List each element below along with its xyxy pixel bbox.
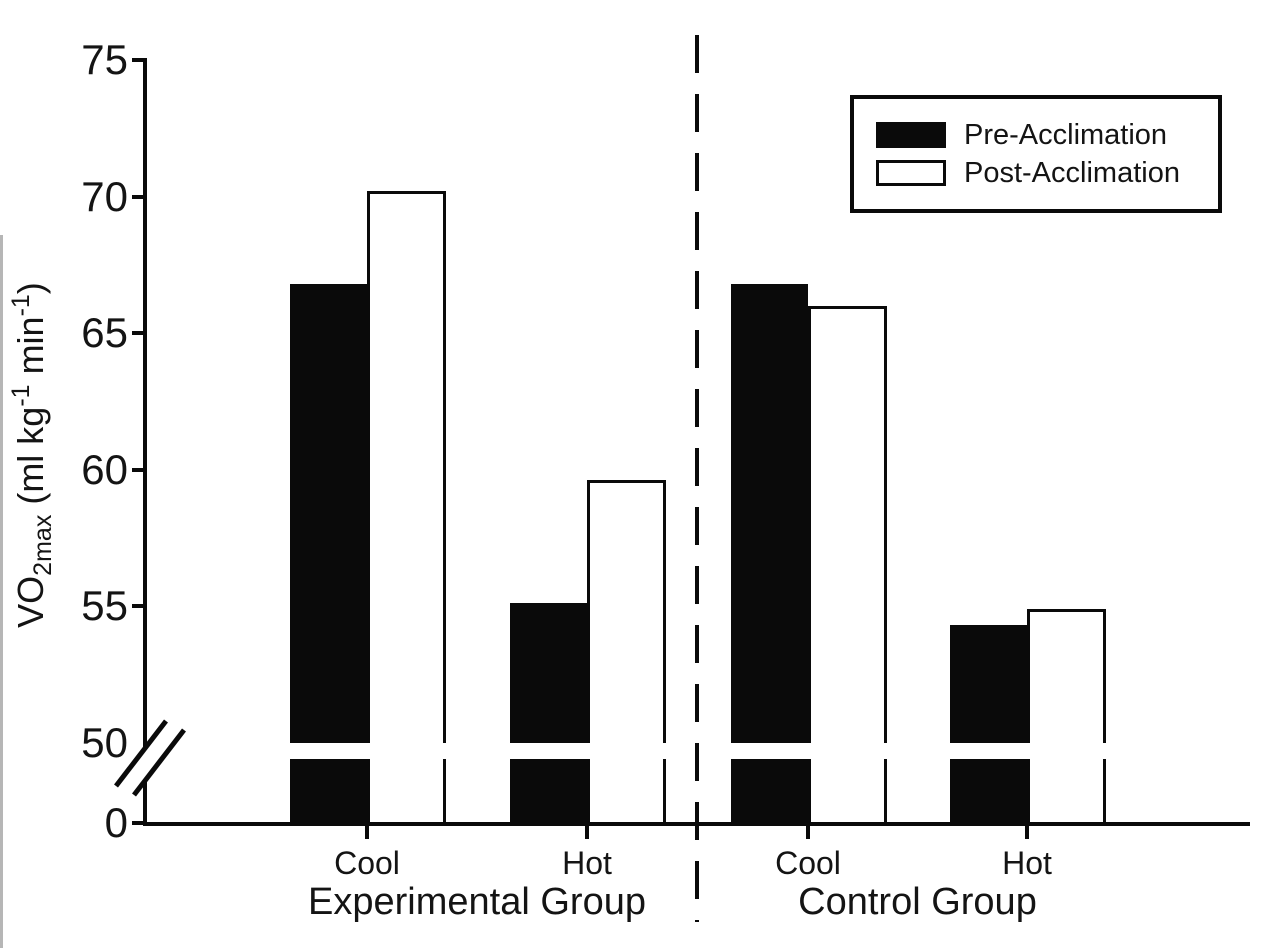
x-axis-line: [143, 822, 1250, 826]
y-axis-tick-label-75: 75: [81, 36, 128, 83]
group-label-experimental-group: Experimental Group: [308, 881, 646, 923]
y-axis-tick-label-70: 70: [81, 172, 128, 220]
bar-experimental-group-cool-pre-lower: [290, 759, 367, 824]
group-label-control-group: Control Group: [798, 881, 1037, 923]
bar-control-group-cool-pre-lower: [731, 759, 808, 824]
x-axis-tick-experimental-group-cool: [365, 826, 369, 839]
y-axis-title-unit-close: ): [10, 282, 51, 295]
bar-experimental-group-hot-post-lower: [587, 759, 666, 824]
bar-control-group-cool-pre-upper: [731, 283, 808, 743]
y-axis-title-main: VO: [10, 575, 51, 628]
y-axis-title-unit-mid: min: [10, 316, 51, 385]
legend-label-post-acclimation: Post-Acclimation: [964, 156, 1180, 189]
y-axis-tick-label-0: 0: [104, 799, 128, 846]
y-axis-tick-label-60: 60: [81, 445, 128, 493]
y-axis-title: VO2max (ml kg-1 min-1): [0, 245, 62, 665]
bar-experimental-group-cool-post-upper: [367, 191, 446, 743]
bar-control-group-hot-post-upper: [1027, 608, 1106, 743]
bar-control-group-hot-post-lower: [1027, 759, 1106, 824]
category-label-control-group-hot: Hot: [1002, 845, 1052, 881]
y-axis-title-unit-open: (ml kg: [10, 406, 51, 515]
legend-label-pre-acclimation: Pre-Acclimation: [964, 118, 1168, 151]
bar-experimental-group-hot-post-upper: [587, 480, 666, 743]
bar-experimental-group-hot-pre-upper: [510, 603, 587, 743]
y-axis-tick-75: [132, 58, 143, 62]
category-label-experimental-group-cool: Cool: [334, 845, 400, 881]
bar-control-group-cool-post-upper: [808, 305, 887, 743]
x-axis-tick-experimental-group-hot: [585, 826, 589, 839]
y-axis-tick-label-55: 55: [81, 582, 128, 629]
y-axis-title-superscript-1: -1: [7, 384, 35, 407]
bar-experimental-group-hot-pre-lower: [510, 759, 587, 824]
bar-control-group-hot-pre-lower: [950, 759, 1027, 824]
legend-item-post-acclimation: Post-Acclimation: [876, 156, 1218, 189]
y-axis-title-superscript-2: -1: [7, 294, 35, 317]
y-axis-tick-70: [132, 194, 143, 199]
legend-box: Pre-Acclimation Post-Acclimation: [850, 95, 1222, 213]
x-axis-tick-control-group-cool: [806, 826, 810, 839]
y-axis-tick-65: [132, 331, 143, 335]
legend-swatch-pre-acclimation: [876, 122, 946, 148]
legend-swatch-post-acclimation: [876, 160, 946, 186]
screenshot-edge-line: [0, 235, 3, 948]
legend-item-pre-acclimation: Pre-Acclimation: [876, 118, 1218, 151]
x-axis-tick-control-group-hot: [1025, 826, 1029, 839]
y-axis-tick-label-65: 65: [81, 309, 128, 356]
bar-experimental-group-cool-pre-upper: [290, 283, 367, 743]
bar-control-group-hot-pre-upper: [950, 625, 1027, 743]
y-axis-tick-55: [132, 604, 143, 608]
bar-control-group-cool-post-lower: [808, 759, 887, 824]
y-axis-line: [143, 58, 147, 826]
y-axis-tick-label-50: 50: [81, 718, 128, 766]
y-axis-title-subscript: 2max: [29, 514, 57, 576]
bar-experimental-group-cool-post-lower: [367, 759, 446, 824]
category-label-control-group-cool: Cool: [775, 845, 841, 881]
y-axis-tick-0: [132, 821, 143, 825]
y-axis-tick-60: [132, 467, 143, 472]
category-label-experimental-group-hot: Hot: [562, 845, 612, 881]
